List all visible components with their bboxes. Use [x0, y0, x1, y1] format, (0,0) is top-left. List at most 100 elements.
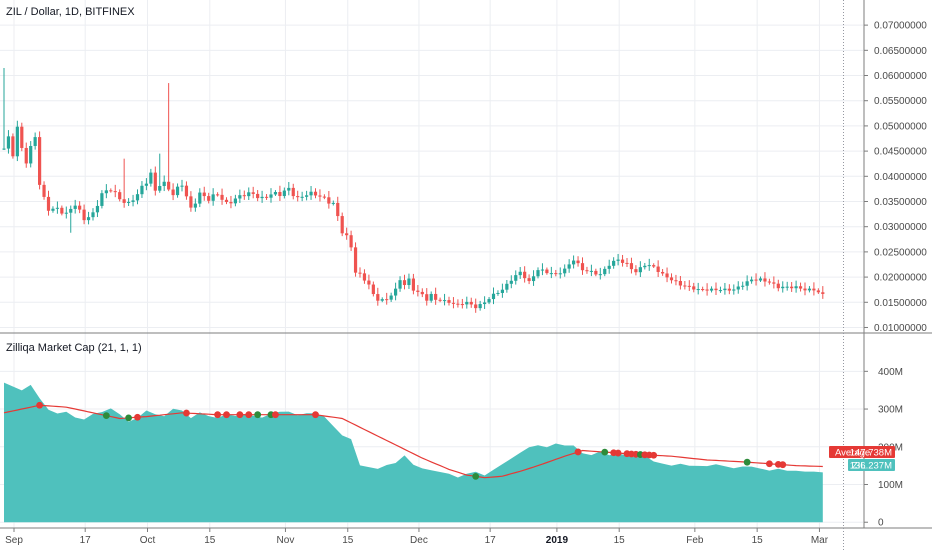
candle[interactable]: [11, 133, 15, 159]
candle[interactable]: [425, 288, 429, 306]
candle[interactable]: [434, 287, 438, 305]
candle[interactable]: [607, 259, 611, 274]
candle[interactable]: [620, 254, 625, 267]
candle[interactable]: [540, 263, 545, 276]
candle[interactable]: [371, 281, 375, 297]
candle[interactable]: [175, 183, 180, 198]
candle[interactable]: [638, 261, 642, 277]
candle[interactable]: [291, 183, 295, 200]
candle[interactable]: [389, 292, 393, 302]
candle[interactable]: [629, 257, 634, 274]
candle[interactable]: [100, 190, 104, 209]
candle[interactable]: [491, 287, 496, 305]
candle[interactable]: [42, 181, 46, 200]
candle[interactable]: [750, 276, 754, 284]
candle[interactable]: [207, 192, 211, 204]
candle[interactable]: [296, 190, 300, 202]
candle[interactable]: [24, 142, 28, 168]
candle[interactable]: [460, 298, 464, 309]
candle[interactable]: [82, 204, 86, 225]
candle[interactable]: [260, 190, 264, 203]
candle[interactable]: [709, 286, 714, 293]
candle[interactable]: [465, 296, 469, 309]
candle[interactable]: [531, 270, 536, 286]
candle[interactable]: [714, 282, 718, 296]
candle[interactable]: [669, 273, 674, 284]
candle[interactable]: [33, 132, 37, 150]
price-axis[interactable]: 0.01000000 0.01500000 0.02000000 0.02500000…: [864, 21, 927, 334]
candle[interactable]: [113, 184, 117, 198]
candle[interactable]: [474, 298, 478, 313]
candle[interactable]: [736, 281, 740, 294]
candle[interactable]: [727, 284, 731, 295]
candle[interactable]: [287, 181, 291, 196]
candle[interactable]: [300, 191, 304, 202]
candle[interactable]: [282, 187, 286, 199]
candle[interactable]: [758, 276, 763, 283]
candle[interactable]: [46, 190, 51, 216]
candle[interactable]: [322, 194, 326, 200]
candle[interactable]: [745, 275, 749, 291]
candle[interactable]: [29, 141, 33, 168]
candle[interactable]: [20, 122, 24, 152]
candle[interactable]: [118, 189, 122, 202]
candle[interactable]: [233, 194, 237, 207]
candle[interactable]: [656, 260, 660, 277]
candle[interactable]: [202, 186, 206, 201]
candle[interactable]: [821, 286, 825, 299]
candle[interactable]: [790, 282, 794, 292]
candle[interactable]: [367, 274, 371, 290]
candle[interactable]: [545, 267, 549, 275]
candle[interactable]: [438, 297, 442, 303]
candle[interactable]: [612, 257, 616, 269]
candle[interactable]: [251, 186, 255, 199]
candle[interactable]: [313, 188, 318, 199]
candle[interactable]: [496, 290, 500, 296]
candle[interactable]: [162, 175, 166, 192]
candle[interactable]: [678, 276, 682, 290]
candle[interactable]: [603, 266, 607, 277]
candle[interactable]: [572, 255, 576, 269]
candle[interactable]: [109, 188, 113, 193]
candle[interactable]: [211, 188, 215, 206]
candle[interactable]: [95, 200, 100, 218]
candle[interactable]: [349, 230, 353, 251]
candle[interactable]: [242, 190, 246, 200]
candle[interactable]: [385, 292, 389, 305]
candle[interactable]: [567, 259, 571, 273]
candle[interactable]: [91, 208, 95, 221]
candle[interactable]: [798, 282, 803, 292]
candle[interactable]: [812, 282, 816, 296]
candle[interactable]: [816, 288, 820, 294]
candle[interactable]: [180, 179, 184, 192]
candle[interactable]: [558, 267, 562, 279]
candle[interactable]: [661, 268, 665, 276]
candle[interactable]: [309, 186, 313, 200]
candle[interactable]: [15, 120, 19, 162]
candle[interactable]: [336, 196, 340, 221]
candle[interactable]: [69, 205, 73, 233]
candle[interactable]: [122, 158, 126, 208]
candle[interactable]: [696, 282, 700, 295]
candle[interactable]: [478, 300, 482, 311]
candle[interactable]: [576, 256, 580, 267]
candle[interactable]: [647, 258, 651, 271]
candle[interactable]: [193, 198, 197, 212]
candle[interactable]: [256, 190, 260, 202]
candle[interactable]: [549, 266, 553, 279]
candle[interactable]: [407, 273, 411, 289]
candle[interactable]: [86, 211, 91, 225]
candle[interactable]: [144, 178, 148, 191]
candle[interactable]: [580, 257, 585, 275]
candle[interactable]: [554, 269, 558, 277]
candle[interactable]: [216, 192, 220, 197]
candle[interactable]: [665, 267, 669, 283]
candle[interactable]: [394, 282, 398, 301]
candle[interactable]: [514, 270, 518, 285]
candle[interactable]: [2, 67, 6, 150]
candle[interactable]: [536, 267, 540, 279]
candle[interactable]: [741, 281, 745, 290]
candle[interactable]: [705, 283, 709, 296]
candle[interactable]: [402, 274, 407, 290]
candle[interactable]: [594, 268, 598, 277]
